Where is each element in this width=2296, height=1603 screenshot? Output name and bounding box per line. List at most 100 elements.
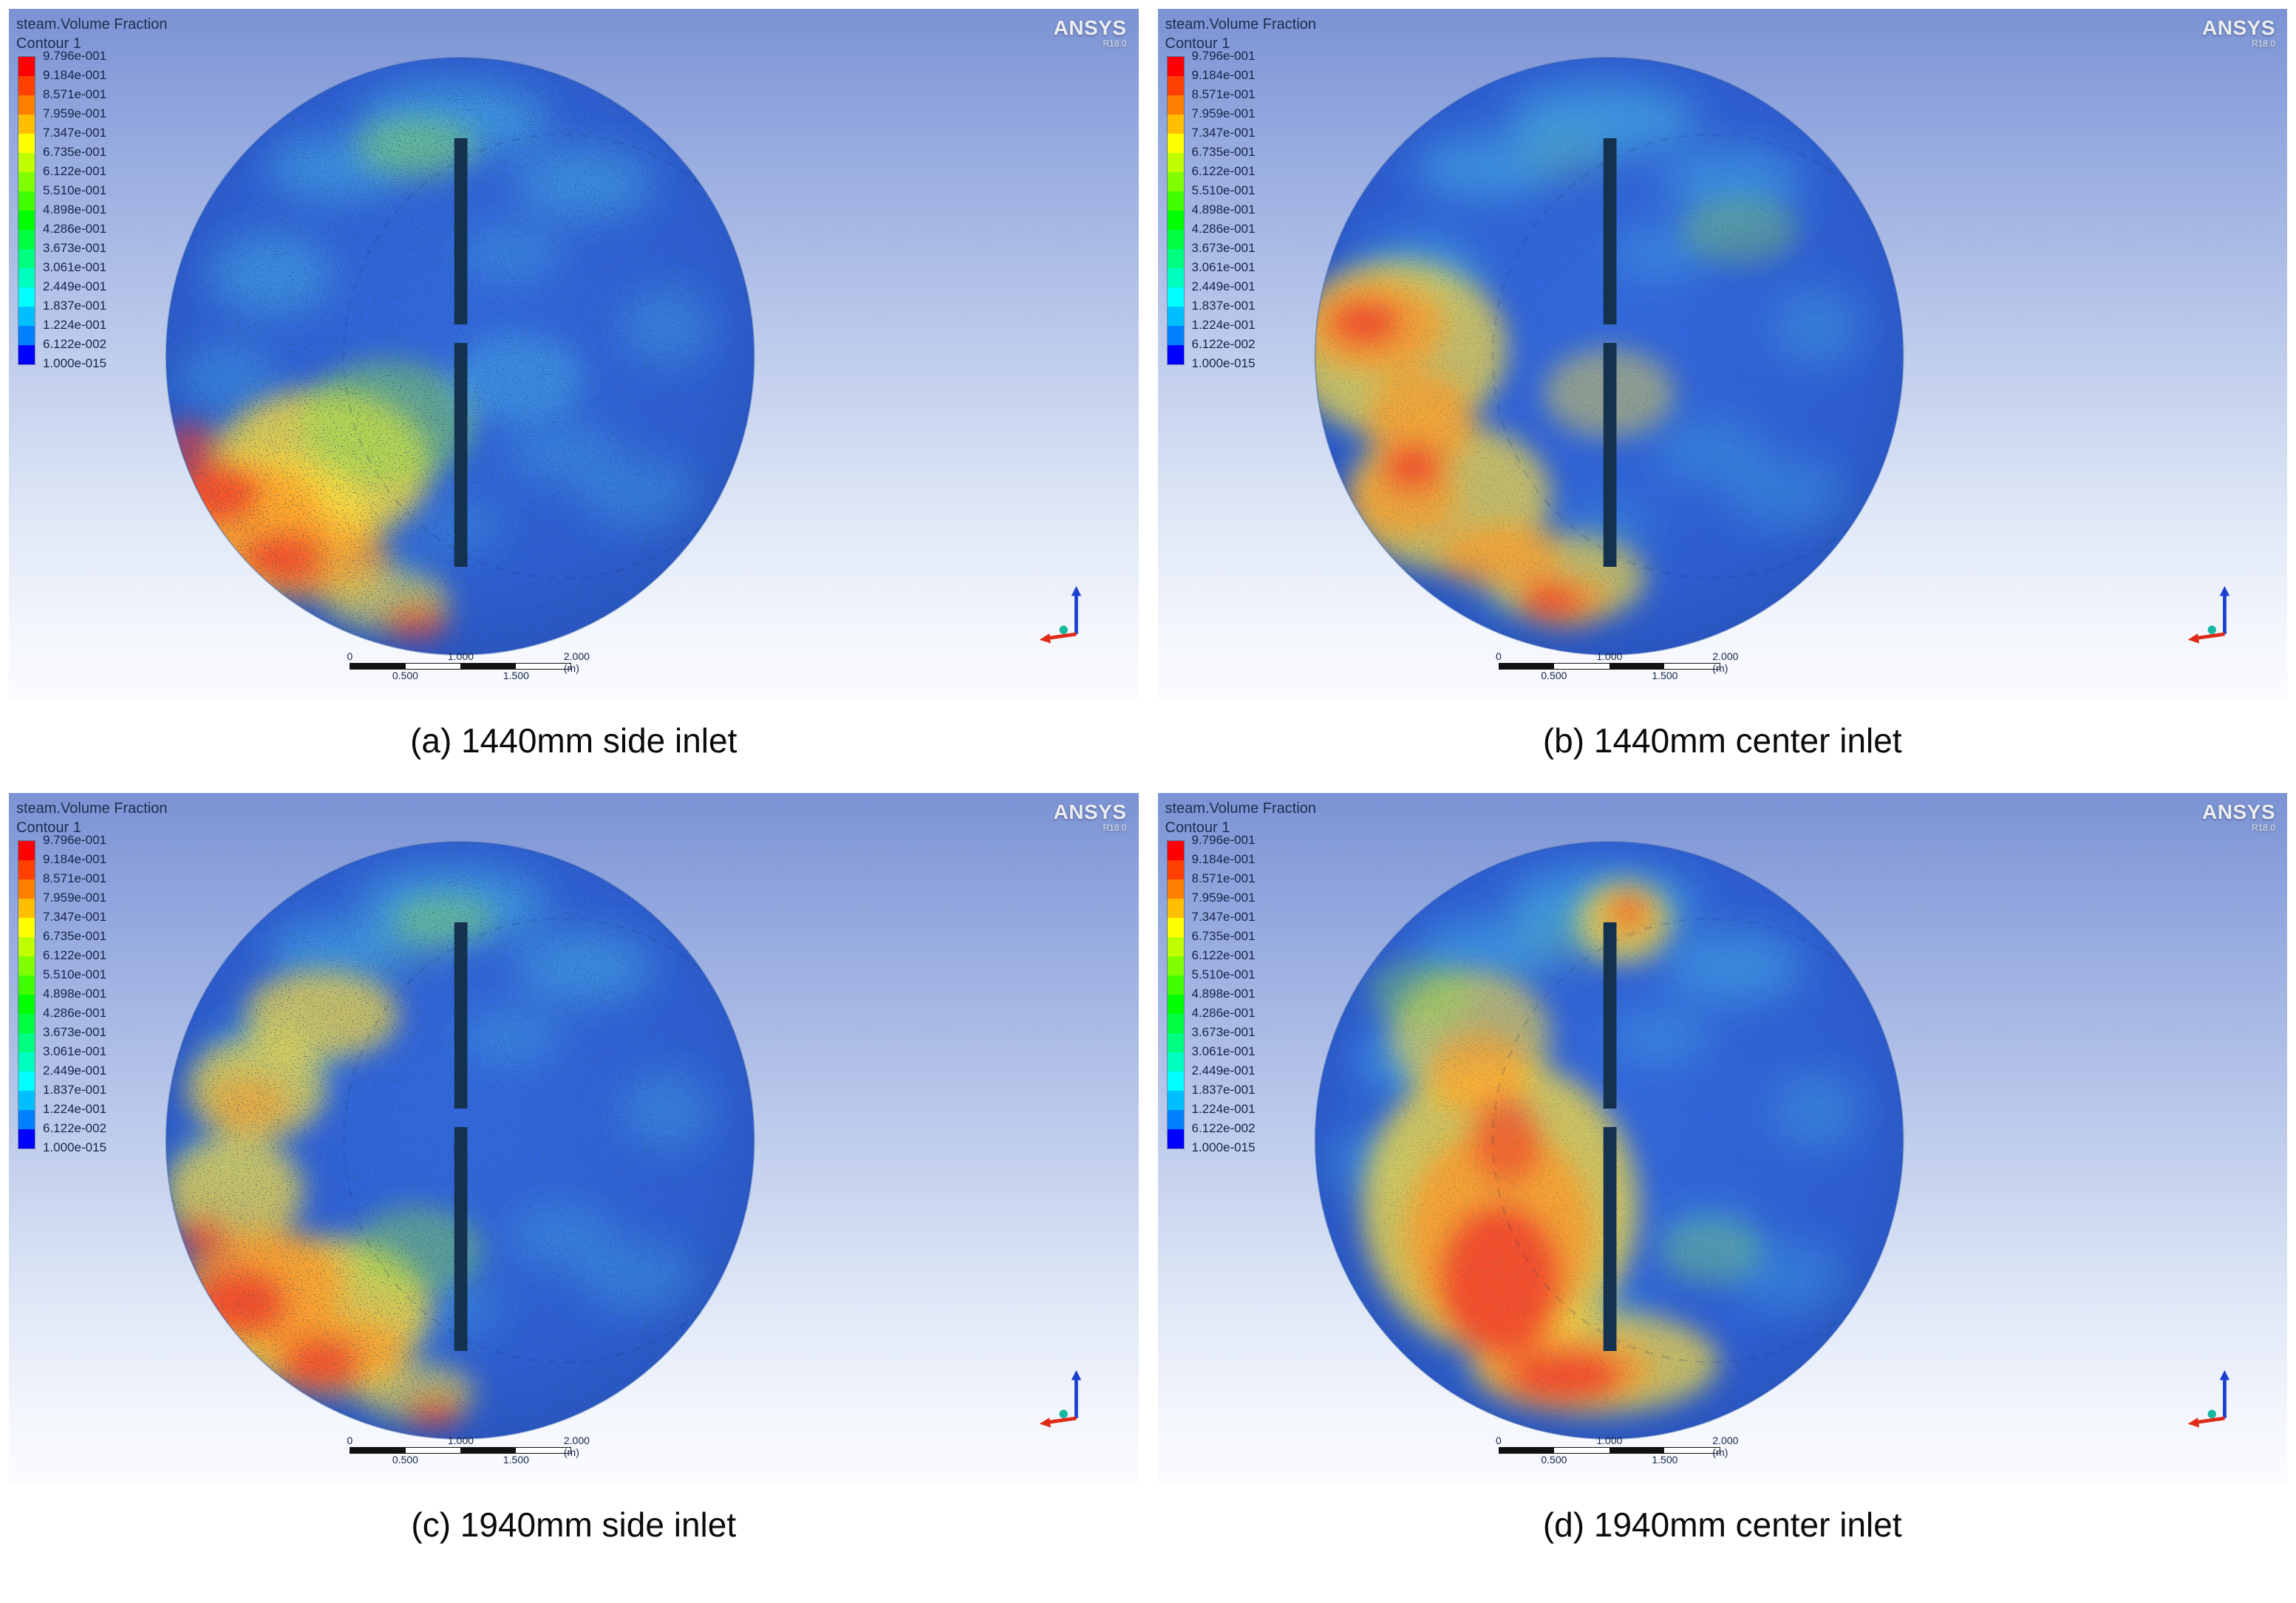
scale-segment: [1499, 1448, 1555, 1453]
cfd-viewport-d: steam.Volume Fraction Contour 1 ANSYS R1…: [1157, 793, 2287, 1483]
color-legend: 9.796e-001 9.184e-001 8.571e-001 7.959e-001…: [18, 833, 136, 1174]
legend-value: 4.286e-001: [43, 222, 107, 236]
contour-plot: [1314, 841, 1904, 1440]
cfd-viewport-c: steam.Volume Fraction Contour 1 ANSYS R1…: [9, 793, 1139, 1483]
scale-segment: [405, 1448, 461, 1453]
dip-tube-lower: [454, 1127, 468, 1351]
scale-tick-15: 1.500: [1652, 1454, 1678, 1466]
legend-value: 3.061e-001: [1191, 1044, 1256, 1058]
internal-outline: [1491, 133, 1903, 579]
dip-tube-upper: [1603, 922, 1616, 1109]
subfigure-caption: (d) 1940mm center inlet: [1542, 1505, 1902, 1544]
dip-tube-upper: [454, 922, 468, 1109]
orientation-triad: [2187, 586, 2230, 644]
legend-value: 9.796e-001: [1191, 833, 1256, 847]
legend-value: 6.735e-001: [43, 929, 107, 943]
ansys-version: R18.0: [1103, 823, 1127, 833]
legend-value: 4.898e-001: [43, 987, 107, 1001]
legend-value: 9.796e-001: [43, 49, 107, 63]
legend-colorbar: [1166, 56, 1185, 365]
scale-tick-0: 0: [347, 1434, 353, 1446]
subfigure-d: steam.Volume Fraction Contour 1 ANSYS R1…: [1157, 793, 2287, 1577]
scale-ruler: [1498, 1447, 1720, 1454]
contour-label: Contour 1: [16, 820, 81, 836]
legend-value: 6.735e-001: [1191, 929, 1256, 943]
scale-tick-1: 1.000: [447, 1434, 474, 1446]
viewport-header: steam.Volume Fraction Contour 1: [1165, 15, 1317, 53]
legend-value: 1.000e-015: [43, 1140, 107, 1154]
legend-value: 6.122e-002: [43, 337, 107, 351]
ansys-brand: ANSYS: [2202, 16, 2275, 39]
legend-value: 9.796e-001: [43, 833, 107, 847]
scale-tick-1: 1.000: [1596, 650, 1623, 662]
internal-outline: [1491, 917, 1903, 1364]
scale-bar: 0 1.000 2.000 (m) 0.500 1.500: [347, 1434, 589, 1466]
variable-title: steam.Volume Fraction: [1165, 800, 1317, 817]
legend-value: 6.122e-001: [1191, 948, 1256, 962]
scale-segment: [460, 664, 516, 669]
scale-tick-0: 0: [1495, 650, 1502, 662]
legend-value: 6.122e-002: [1191, 1121, 1256, 1135]
scale-tick-05: 0.500: [1541, 670, 1567, 681]
x-axis-arrow: [1046, 632, 1077, 641]
legend-colorbar: [18, 56, 35, 365]
subfigure-b: steam.Volume Fraction Contour 1 ANSYS R1…: [1157, 9, 2287, 793]
legend-value: 6.122e-001: [43, 164, 107, 178]
subfigure-c: steam.Volume Fraction Contour 1 ANSYS R1…: [9, 793, 1139, 1577]
legend-value: 5.510e-001: [1191, 967, 1256, 981]
contour-plot: [165, 57, 755, 656]
legend-value: 8.571e-001: [1191, 871, 1256, 885]
scale-segment: [1664, 1448, 1720, 1453]
dip-tube-upper: [454, 138, 468, 324]
legend-value: 4.898e-001: [1191, 202, 1256, 217]
scale-ruler: [1498, 663, 1720, 670]
legend-value: 9.184e-001: [43, 68, 107, 82]
scale-segment: [1499, 664, 1555, 669]
legend-value: 5.510e-001: [1191, 183, 1256, 197]
orientation-triad: [1039, 1370, 1081, 1428]
legend-value: 1.000e-015: [1191, 356, 1256, 370]
scale-tick-15: 1.500: [1652, 670, 1678, 681]
variable-title: steam.Volume Fraction: [16, 800, 168, 817]
legend-value: 7.959e-001: [1191, 891, 1256, 905]
legend-value: 1.224e-001: [1191, 1102, 1256, 1116]
z-axis-dot: [1058, 625, 1068, 635]
legend-value: 3.061e-001: [43, 1044, 107, 1058]
legend-value: 8.571e-001: [43, 87, 107, 101]
subfigure-caption: (c) 1940mm side inlet: [411, 1505, 737, 1544]
ansys-brand: ANSYS: [2202, 800, 2275, 823]
orientation-triad: [1039, 586, 1081, 644]
scale-tick-2: 2.000 (m): [563, 1434, 590, 1458]
legend-value: 2.449e-001: [43, 279, 107, 293]
legend-value: 1.837e-001: [43, 1083, 107, 1097]
contour-plot: [1314, 57, 1904, 656]
color-legend: 9.796e-001 9.184e-001 8.571e-001 7.959e-001…: [1166, 833, 1285, 1174]
dip-tube-lower: [454, 343, 468, 567]
legend-value: 2.449e-001: [1191, 1063, 1256, 1078]
legend-value: 6.122e-001: [1191, 164, 1256, 178]
ansys-version: R18.0: [2251, 38, 2275, 49]
legend-value: 4.286e-001: [1191, 222, 1256, 236]
scale-tick-05: 0.500: [392, 1454, 418, 1466]
vessel-rim: [165, 841, 755, 1440]
scale-segment: [1554, 664, 1609, 669]
legend-value: 3.673e-001: [1191, 241, 1256, 255]
dip-tube-lower: [1603, 1127, 1616, 1351]
vessel-rim: [1314, 57, 1904, 656]
scale-tick-0: 0: [347, 650, 353, 662]
subfigure-a: steam.Volume Fraction Contour 1 ANSYS R1…: [9, 9, 1139, 793]
legend-colorbar: [18, 840, 35, 1149]
legend-value: 9.184e-001: [1191, 68, 1256, 82]
cfd-viewport-a: steam.Volume Fraction Contour 1 ANSYS R1…: [9, 9, 1139, 698]
legend-value: 1.837e-001: [43, 299, 107, 313]
subfigure-caption: (b) 1440mm center inlet: [1542, 721, 1902, 760]
ansys-version: R18.0: [1103, 38, 1127, 49]
scale-tick-0: 0: [1495, 1434, 1502, 1446]
vessel-rim: [165, 57, 755, 656]
variable-title: steam.Volume Fraction: [1165, 16, 1317, 33]
ansys-logo: ANSYS R18.0: [2202, 800, 2275, 833]
legend-value: 4.286e-001: [1191, 1006, 1256, 1020]
legend-value: 6.735e-001: [43, 145, 107, 159]
scale-bar: 0 1.000 2.000 (m) 0.500 1.500: [1495, 1434, 1738, 1466]
legend-value: 8.571e-001: [43, 871, 107, 885]
